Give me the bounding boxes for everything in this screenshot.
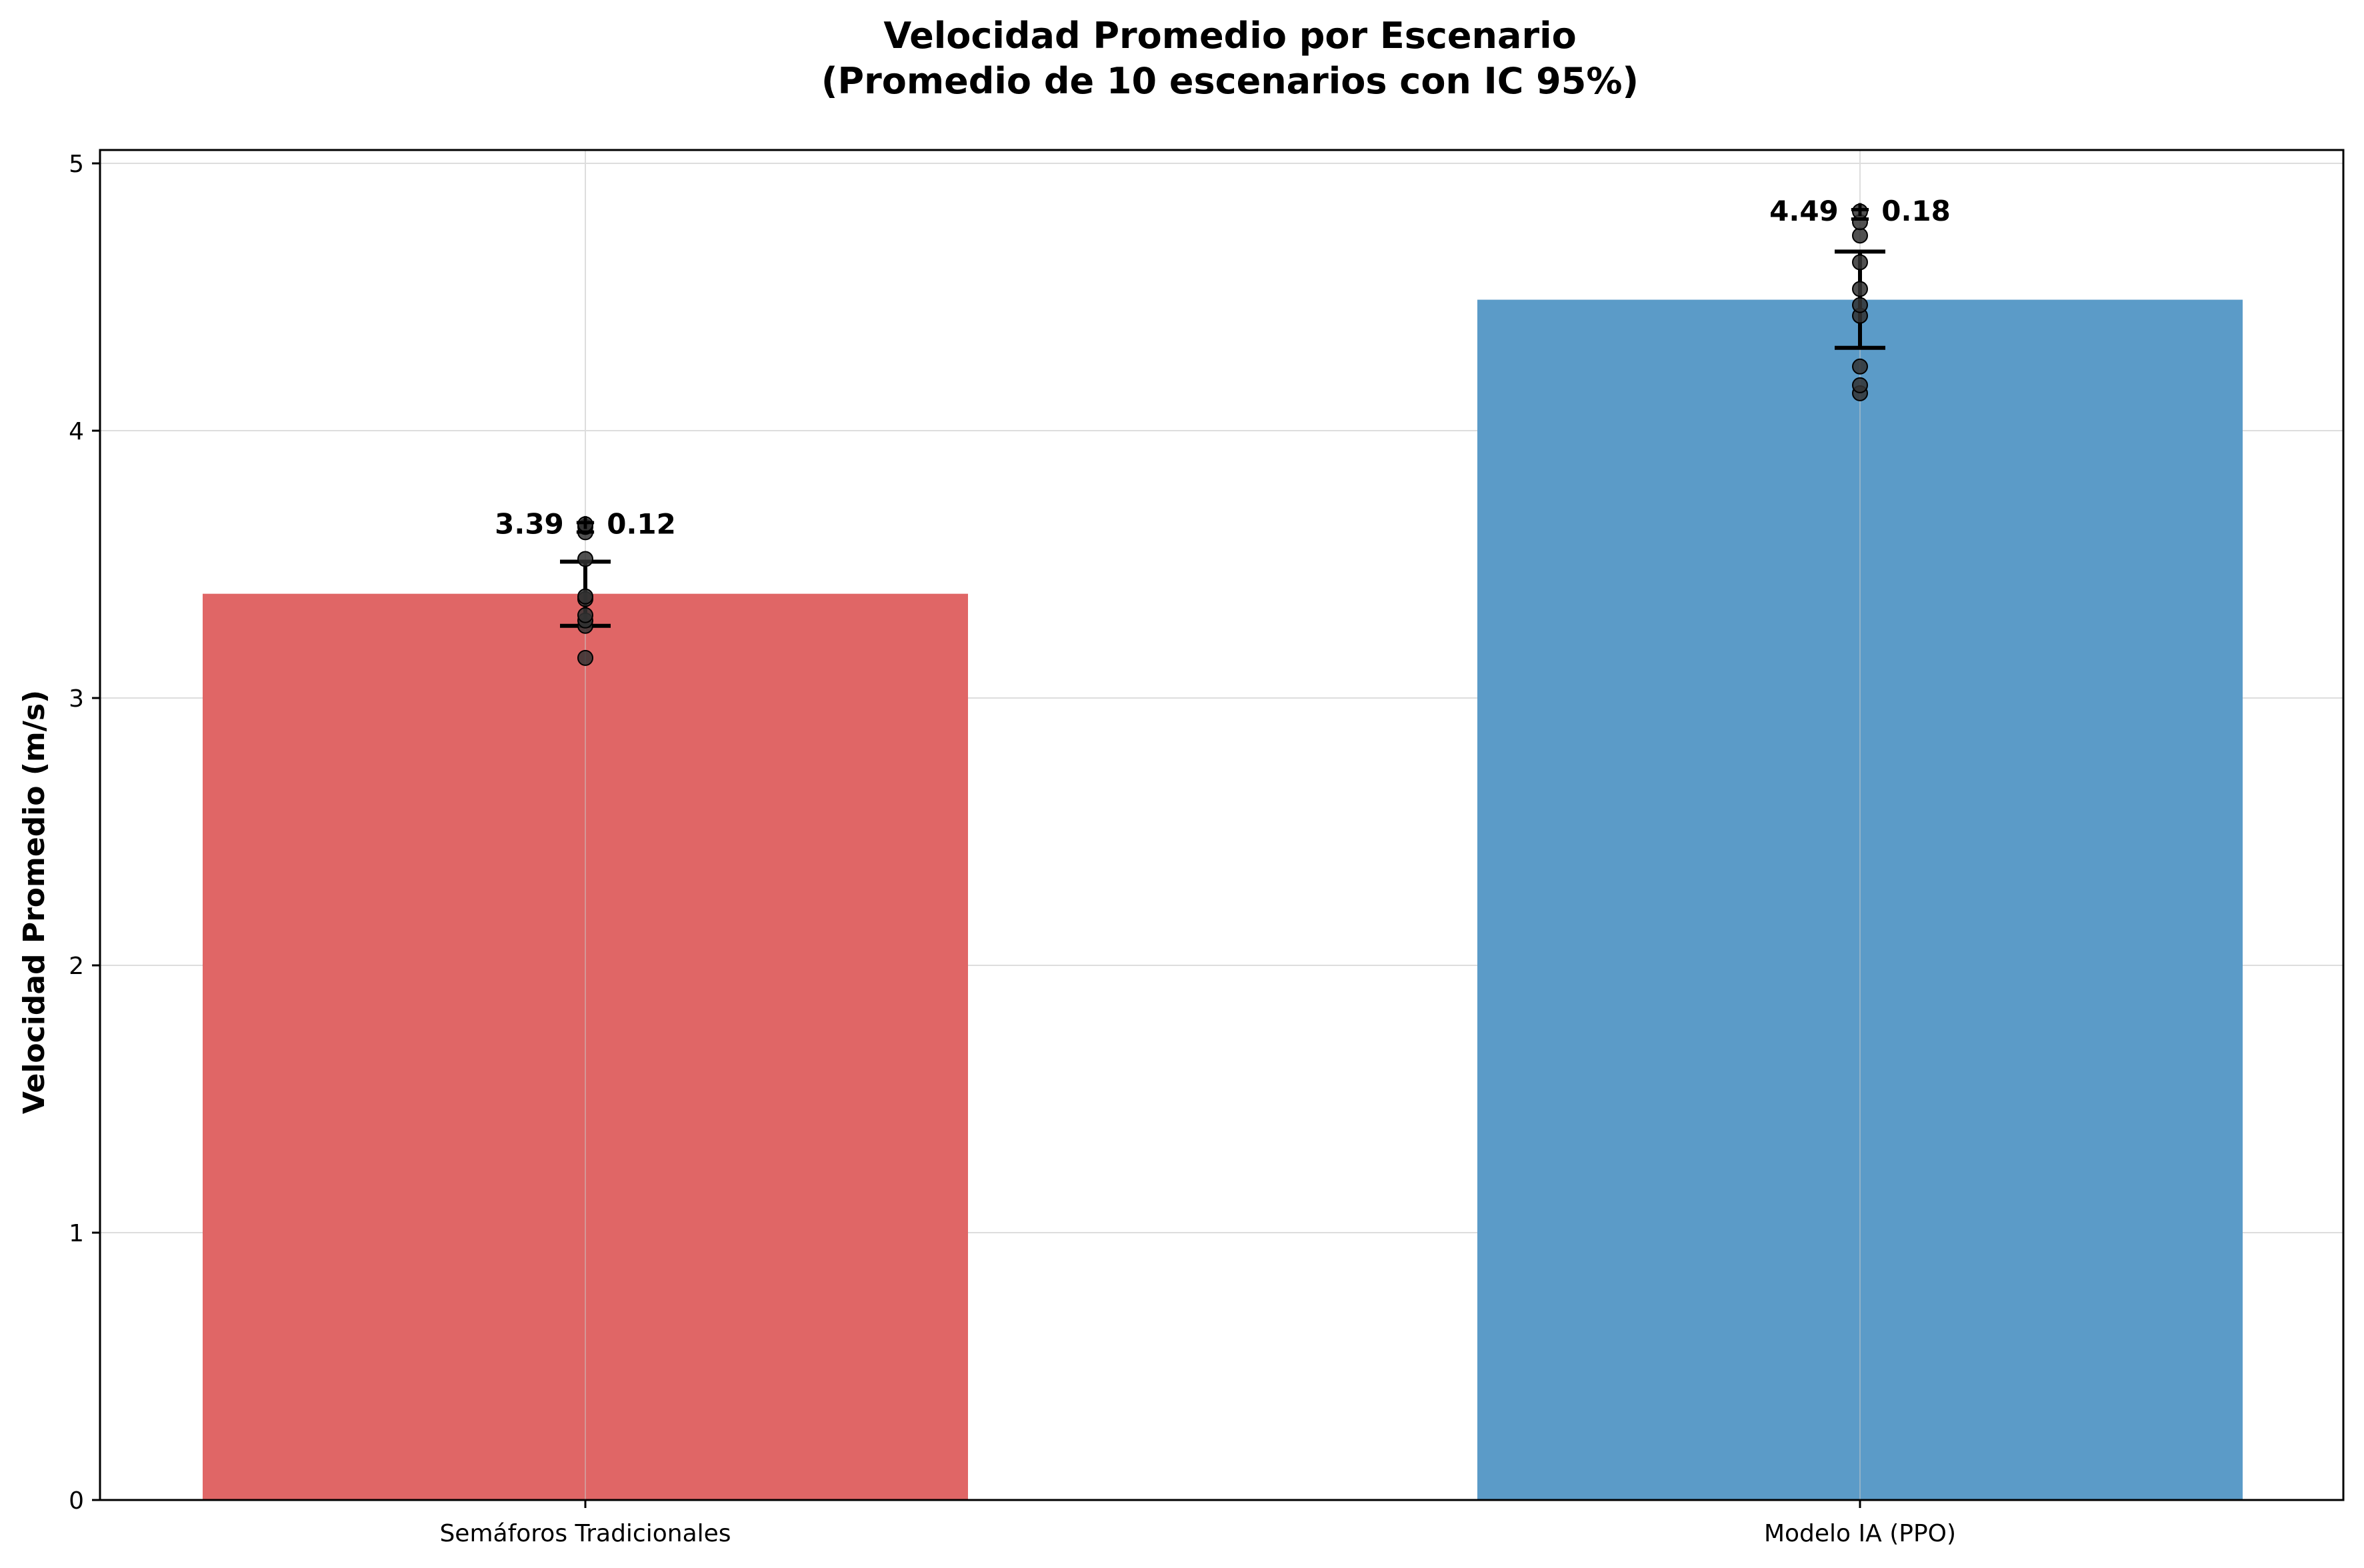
x-tick-label-0: Semáforos Tradicionales [439,1520,731,1547]
scenario-point-1-1 [1852,377,1868,393]
chart-title-line1: Velocidad Promedio por Escenario [883,15,1576,57]
scenario-point-1-7 [1852,227,1868,244]
value-label-1: 4.49 ± 0.18 [1769,195,1951,227]
y-ticks-layer: 0 1 2 3 4 5 [69,151,100,1515]
scenario-point-1-4 [1852,297,1868,313]
scenario-point-1-5 [1852,281,1868,297]
value-labels-layer: 3.39 ± 0.12 4.49 ± 0.18 [495,195,1951,540]
value-label-0: 3.39 ± 0.12 [495,507,676,540]
x-ticks-layer: Semáforos Tradicionales Modelo IA (PPO) [439,1500,1956,1547]
chart-title-line2: (Promedio de 10 escenarios con IC 95%) [821,60,1639,102]
y-tick-label-2: 2 [69,953,84,980]
scenario-point-0-6 [577,551,593,567]
scenario-point-0-0 [577,649,593,666]
scenario-point-0-5 [577,588,593,605]
scenario-point-1-9 [1852,203,1868,220]
y-axis-label: Velocidad Promedio (m/s) [17,690,51,1114]
y-tick-label-4: 4 [69,418,84,445]
scenario-point-0-9 [577,516,593,533]
scenario-point-1-2 [1852,358,1868,375]
scenario-point-0-3 [577,607,593,623]
points-layer [577,203,1868,666]
bars-layer [203,299,2243,1500]
y-tick-label-0: 0 [69,1487,84,1515]
scenario-point-1-6 [1852,254,1868,271]
plot-frame [99,149,2345,1501]
y-tick-label-1: 1 [69,1220,84,1247]
y-tick-label-3: 3 [69,685,84,713]
x-tick-label-1: Modelo IA (PPO) [1764,1520,1956,1547]
y-tick-label-5: 5 [69,151,84,178]
